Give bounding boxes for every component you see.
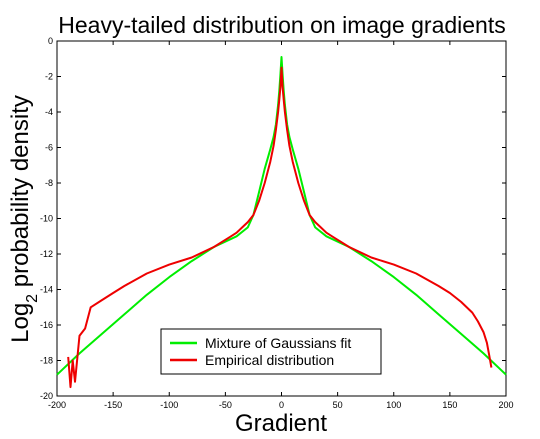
y-tick-label: -18 (40, 356, 53, 366)
y-axis-label-rest: probability density (7, 95, 34, 294)
legend-label-empirical: Empirical distribution (205, 352, 334, 368)
x-tick-label: 150 (442, 400, 457, 410)
series-line-mixture-fit (56, 56, 507, 376)
x-tick-label: 100 (386, 400, 401, 410)
y-axis-label-main: Log (7, 303, 34, 343)
y-tick-label: -8 (45, 178, 53, 188)
x-tick-label: 50 (333, 400, 343, 410)
legend-box (160, 328, 382, 375)
y-tick-label: -2 (45, 72, 53, 82)
y-axis-label-subscript: 2 (24, 294, 41, 303)
legend: Mixture of Gaussians fit Empirical distr… (160, 328, 382, 375)
x-axis-ticks: -200 -150 -100 -50 0 50 100 150 200 (48, 41, 514, 410)
x-tick-label: 0 (279, 400, 284, 410)
series-line-empirical (67, 66, 493, 389)
x-tick-label: -150 (104, 400, 122, 410)
y-axis-label: Log2 probability density (7, 95, 41, 343)
x-tick-label: -100 (160, 400, 178, 410)
x-tick-label: -200 (48, 400, 66, 410)
y-tick-label: -14 (40, 285, 53, 295)
x-axis-label: Gradient (235, 410, 327, 437)
chart-title: Heavy-tailed distribution on image gradi… (58, 12, 505, 38)
y-tick-label: -10 (40, 214, 53, 224)
x-tick-label: -50 (219, 400, 232, 410)
y-tick-label: -4 (45, 107, 53, 117)
y-tick-label: -20 (40, 391, 53, 401)
y-tick-label: -6 (45, 143, 53, 153)
y-tick-label: -12 (40, 249, 53, 259)
y-tick-label: -16 (40, 320, 53, 330)
legend-label-mixture-fit: Mixture of Gaussians fit (205, 335, 351, 351)
y-tick-label: 0 (48, 36, 53, 46)
x-tick-label: 200 (498, 400, 513, 410)
y-axis-ticks: 0 -2 -4 -6 -8 -10 -12 -14 -16 -18 -20 (40, 36, 506, 401)
series-layer (56, 56, 507, 389)
